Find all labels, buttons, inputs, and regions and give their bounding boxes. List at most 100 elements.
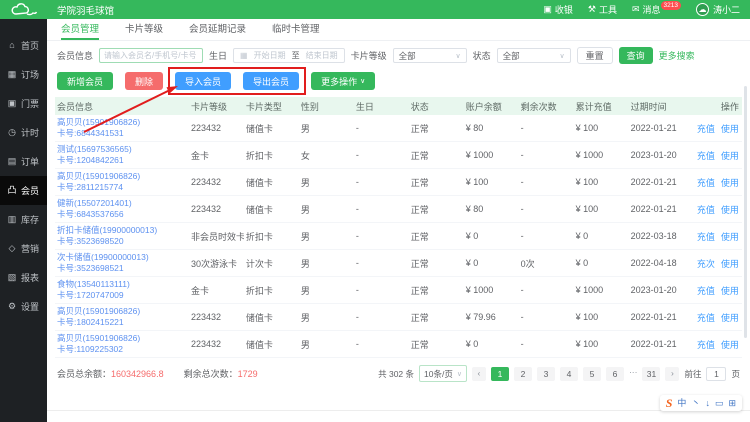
cell-card-type: 折扣卡 [245, 150, 273, 161]
add-member-button[interactable]: 新增会员 [57, 72, 114, 90]
input-switch-icon[interactable]: ↓ [705, 397, 710, 408]
member-card-no-link[interactable]: 卡号:3523698520 [57, 236, 124, 246]
delete-button[interactable]: 删除 [125, 72, 164, 90]
op-link-充值[interactable]: 充值 [696, 231, 715, 242]
member-name-link[interactable]: 测试(15697536565) [57, 144, 132, 154]
card-level-select[interactable]: 全部 ∨ [392, 48, 467, 63]
goto-page-input[interactable] [706, 366, 727, 381]
member-name-link[interactable]: 高贝贝(15901906826) [57, 333, 141, 343]
topbar-item-消息[interactable]: ✉ 消息 3213 [632, 1, 681, 16]
export-member-button[interactable]: 导出会员 [243, 72, 300, 90]
op-link-充值[interactable]: 充值 [696, 312, 715, 323]
page-button-6[interactable]: 6 [605, 366, 624, 381]
birthday-range-picker[interactable]: ▦ 开始日期 至 结束日期 [233, 48, 345, 63]
member-card-no-link[interactable]: 卡号:1204842261 [57, 155, 124, 165]
operation-cell: 充次 使用 [684, 257, 742, 270]
op-link-使用[interactable]: 使用 [720, 231, 739, 242]
op-link-充值[interactable]: 充值 [696, 204, 715, 215]
op-link-充值[interactable]: 充值 [696, 177, 715, 188]
member-card-no-link[interactable]: 卡号:2811215774 [57, 182, 124, 192]
topbar-item-工具[interactable]: ⚒ 工具 [588, 3, 617, 16]
sidebar-item-营销[interactable]: ◇ 营销 [0, 234, 47, 263]
member-search-input[interactable] [99, 48, 204, 63]
tab-临时卡管理[interactable]: 临时卡管理 [272, 24, 320, 35]
member-card-no-link[interactable]: 卡号:6844341531 [57, 128, 124, 138]
page-size-select[interactable]: 10条/页 ∨ [419, 365, 467, 382]
member-name-link[interactable]: 健新(15507201401) [57, 198, 132, 208]
cell-remaining-times: - [520, 312, 524, 322]
cell-account-balance: ¥ 1000 [465, 150, 494, 160]
sidebar-item-订场[interactable]: ▦ 订场 [0, 60, 47, 89]
reset-button[interactable]: 重置 [576, 47, 613, 64]
op-link-充值[interactable]: 充值 [696, 285, 715, 296]
sidebar-item-报表[interactable]: ▧ 报表 [0, 263, 47, 292]
tab-卡片等级[interactable]: 卡片等级 [125, 24, 164, 35]
topbar-item-收银[interactable]: ▣ 收银 [543, 3, 573, 16]
cell-status: 正常 [410, 150, 429, 161]
more-actions-button[interactable]: 更多操作 ∨ [311, 72, 376, 90]
op-link-使用[interactable]: 使用 [720, 258, 739, 269]
op-link-充值[interactable]: 充值 [696, 123, 715, 134]
member-card-no-link[interactable]: 卡号:3523698521 [57, 263, 124, 273]
sidebar-item-库存[interactable]: ▥ 库存 [0, 205, 47, 234]
tab-会员延期记录[interactable]: 会员延期记录 [189, 24, 247, 35]
op-link-使用[interactable]: 使用 [720, 177, 739, 188]
page-button-5[interactable]: 5 [582, 366, 601, 381]
sidebar-item-会员[interactable]: 凸会员 [0, 176, 47, 205]
soft-keyboard-icon[interactable]: ▭ [714, 397, 724, 408]
page-button-2[interactable]: 2 [513, 366, 532, 381]
member-cell: 高贝贝(15901906826) 卡号:6844341531 [55, 117, 189, 139]
op-link-使用[interactable]: 使用 [720, 312, 739, 323]
op-link-使用[interactable]: 使用 [720, 339, 739, 350]
op-link-使用[interactable]: 使用 [720, 150, 739, 161]
cell-gender: 男 [300, 312, 310, 323]
op-link-使用[interactable]: 使用 [720, 204, 739, 215]
op-link-充次[interactable]: 充次 [696, 258, 715, 269]
sidebar-item-设置[interactable]: ⚙ 设置 [0, 292, 47, 321]
member-name-link[interactable]: 折扣卡储值(19900000013) [57, 225, 158, 235]
import-member-button[interactable]: 导入会员 [175, 72, 232, 90]
search-button[interactable]: 查询 [618, 47, 653, 64]
page-button-31[interactable]: 31 [642, 366, 661, 381]
toolbox-icon[interactable]: ⊞ [728, 397, 736, 408]
op-link-使用[interactable]: 使用 [720, 123, 739, 134]
avatar: ☁ [695, 3, 709, 16]
cell-remaining-times: - [520, 231, 524, 241]
prev-page-button[interactable]: ‹ [471, 366, 486, 381]
page-button-1[interactable]: 1 [490, 366, 509, 381]
sidebar-item-门票[interactable]: ▣ 门票 [0, 89, 47, 118]
sidebar-item-首页[interactable]: ⌂ 首页 [0, 31, 47, 60]
sidebar-item-计时[interactable]: ◷ 计时 [0, 118, 47, 147]
op-link-充值[interactable]: 充值 [696, 339, 715, 350]
sidebar-item-订单[interactable]: ▤ 订单 [0, 147, 47, 176]
app-logo[interactable] [0, 0, 47, 19]
page-button-3[interactable]: 3 [536, 366, 555, 381]
member-name-link[interactable]: 高贝贝(15901906826) [57, 171, 141, 181]
member-name-link[interactable]: 食物(13540113111) [57, 279, 130, 289]
member-card-no-link[interactable]: 卡号:1720747009 [57, 290, 124, 300]
page-button-4[interactable]: 4 [559, 366, 578, 381]
member-card-no-link[interactable]: 卡号:1109225302 [57, 344, 124, 354]
goto-suffix: 页 [731, 368, 740, 379]
table-scrollbar[interactable] [744, 86, 747, 338]
cell-status: 正常 [410, 123, 429, 134]
member-card-no-link[interactable]: 卡号:1802415221 [57, 317, 124, 327]
member-name-link[interactable]: 高贝贝(15901906826) [57, 306, 141, 316]
member-name-link[interactable]: 次卡储值(19900000013) [57, 252, 149, 262]
ime-toolbar[interactable]: S 中 丶 ↓ ▭ ⊞ [659, 395, 742, 411]
cell-card-level: 223432 [190, 339, 221, 349]
op-link-使用[interactable]: 使用 [720, 285, 739, 296]
status-select[interactable]: 全部 ∨ [496, 48, 571, 63]
punctuation-icon[interactable]: 丶 [691, 397, 701, 408]
member-name-link[interactable]: 高贝贝(15901906826) [57, 117, 141, 127]
cell-card-type: 储值卡 [245, 312, 273, 323]
op-link-充值[interactable]: 充值 [696, 150, 715, 161]
more-search-link[interactable]: 更多搜索 [658, 51, 695, 61]
next-page-button[interactable]: › [665, 366, 680, 381]
user-menu[interactable]: ☁ 涛小二 [695, 3, 740, 16]
chinese-mode-icon[interactable]: 中 [677, 397, 687, 408]
sogou-logo-icon[interactable]: S [665, 396, 673, 410]
page-ellipsis[interactable]: ··· [628, 366, 638, 377]
member-card-no-link[interactable]: 卡号:6843537656 [57, 209, 124, 219]
tab-会员管理[interactable]: 会员管理 [61, 19, 100, 40]
